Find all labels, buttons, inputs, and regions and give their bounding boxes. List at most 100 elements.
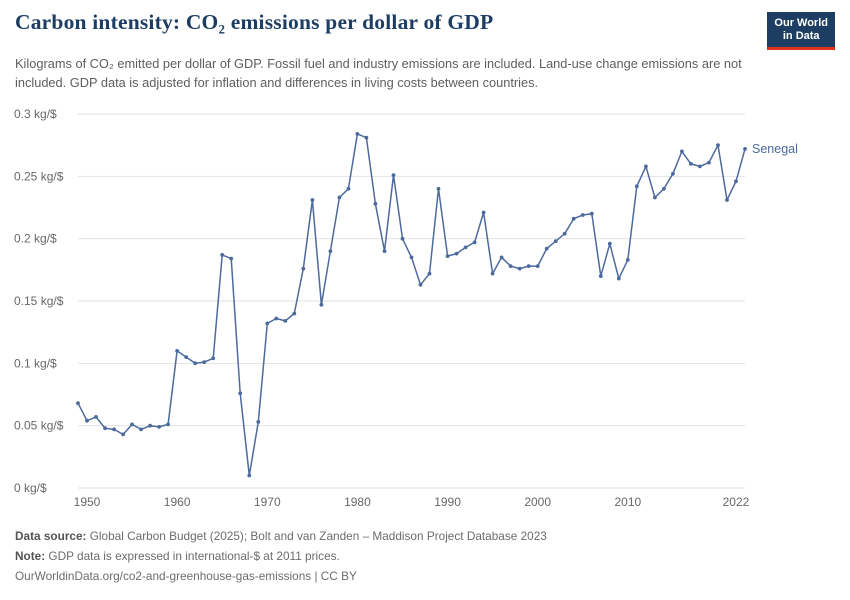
data-point[interactable] bbox=[481, 210, 486, 215]
data-point[interactable] bbox=[544, 246, 549, 251]
data-point[interactable] bbox=[265, 321, 270, 326]
x-axis-tick-label: 1950 bbox=[74, 495, 101, 509]
data-point[interactable] bbox=[400, 236, 405, 241]
data-point[interactable] bbox=[680, 149, 684, 154]
data-point[interactable] bbox=[616, 276, 621, 281]
data-point[interactable] bbox=[653, 195, 657, 200]
data-point[interactable] bbox=[301, 266, 306, 271]
data-point[interactable] bbox=[76, 401, 80, 406]
series-line[interactable] bbox=[77, 133, 746, 477]
data-point[interactable] bbox=[589, 211, 594, 216]
data-point[interactable] bbox=[337, 195, 342, 200]
data-point[interactable] bbox=[580, 213, 585, 217]
data-point[interactable] bbox=[707, 160, 711, 165]
data-point[interactable] bbox=[517, 266, 522, 271]
data-point[interactable] bbox=[121, 432, 125, 437]
source-text: Global Carbon Budget (2025); Bolt and va… bbox=[86, 529, 547, 543]
data-point[interactable] bbox=[598, 274, 603, 278]
data-point[interactable] bbox=[175, 349, 180, 353]
data-point[interactable] bbox=[130, 422, 135, 427]
data-point[interactable] bbox=[229, 256, 234, 261]
data-point[interactable] bbox=[562, 231, 567, 236]
data-point[interactable] bbox=[743, 147, 747, 151]
data-point[interactable] bbox=[328, 249, 333, 254]
data-point[interactable] bbox=[671, 171, 675, 176]
note-text: GDP data is expressed in international-$… bbox=[45, 549, 340, 564]
data-point[interactable] bbox=[716, 143, 720, 148]
data-point[interactable] bbox=[202, 360, 207, 364]
data-point[interactable] bbox=[193, 361, 198, 366]
data-point[interactable] bbox=[238, 391, 243, 396]
data-point[interactable] bbox=[310, 198, 315, 202]
data-point[interactable] bbox=[283, 319, 288, 323]
data-point[interactable] bbox=[553, 239, 558, 244]
data-point[interactable] bbox=[418, 282, 423, 287]
chart-svg: 0 kg/$ 0.05 kg/$ 0.1 kg/$ 0.15 kg/$ 0.2 kg/$… bbox=[14, 107, 798, 509]
data-point[interactable] bbox=[427, 271, 432, 276]
data-point[interactable] bbox=[490, 271, 495, 276]
data-point[interactable] bbox=[463, 245, 468, 250]
data-point[interactable] bbox=[409, 255, 414, 260]
note-label: Note: bbox=[15, 549, 46, 564]
footer-source-line: Data source: Global Carbon Budget (2025)… bbox=[15, 526, 547, 546]
chart-subtitle: Kilograms of CO₂ emitted per dollar of G… bbox=[15, 56, 742, 91]
data-point[interactable] bbox=[526, 264, 531, 268]
data-point[interactable] bbox=[689, 162, 693, 166]
data-point[interactable] bbox=[85, 418, 89, 423]
data-point[interactable] bbox=[292, 311, 297, 316]
page-title: Carbon intensity: CO₂ emissions per doll… bbox=[15, 10, 494, 34]
data-point[interactable] bbox=[725, 198, 729, 202]
y-axis-tick-label: 0.05 kg/$ bbox=[14, 419, 64, 433]
data-point[interactable] bbox=[607, 241, 612, 246]
x-axis-tick-label: 1980 bbox=[344, 495, 371, 509]
data-point[interactable] bbox=[364, 135, 369, 140]
x-axis-tick-label: 2022 bbox=[723, 495, 750, 509]
data-point[interactable] bbox=[499, 255, 504, 260]
data-point[interactable] bbox=[157, 425, 162, 429]
y-axis-tick-label: 0.1 kg/$ bbox=[14, 356, 57, 370]
data-point[interactable] bbox=[103, 426, 107, 431]
y-axis-tick-label: 0.2 kg/$ bbox=[14, 232, 57, 246]
data-point[interactable] bbox=[571, 216, 576, 221]
data-point[interactable] bbox=[139, 427, 144, 432]
x-axis-tick-label: 1960 bbox=[164, 495, 191, 509]
data-point[interactable] bbox=[535, 264, 540, 268]
data-point[interactable] bbox=[373, 201, 378, 206]
data-point[interactable] bbox=[634, 184, 639, 189]
y-axis-tick-label: 0.15 kg/$ bbox=[14, 294, 64, 308]
data-point[interactable] bbox=[436, 186, 441, 191]
data-point[interactable] bbox=[319, 302, 324, 307]
x-axis-tick-label: 2010 bbox=[614, 495, 641, 509]
data-point[interactable] bbox=[94, 415, 98, 419]
data-point[interactable] bbox=[454, 251, 459, 256]
data-point[interactable] bbox=[472, 240, 477, 245]
data-point[interactable] bbox=[391, 173, 396, 177]
data-point[interactable] bbox=[247, 473, 252, 478]
y-axis-tick-label: 0.3 kg/$ bbox=[14, 107, 57, 121]
series-label[interactable]: Senegal bbox=[752, 142, 798, 156]
data-point[interactable] bbox=[184, 355, 189, 359]
data-point[interactable] bbox=[112, 427, 116, 432]
data-point[interactable] bbox=[662, 186, 666, 191]
data-point[interactable] bbox=[148, 423, 153, 428]
owid-logo: Our World in Data bbox=[767, 12, 835, 51]
data-point[interactable] bbox=[274, 316, 279, 321]
footer-note-line: Note: GDP data is expressed in internati… bbox=[15, 546, 547, 566]
data-point[interactable] bbox=[355, 132, 360, 136]
data-point[interactable] bbox=[166, 422, 171, 427]
data-point[interactable] bbox=[220, 253, 225, 257]
data-point[interactable] bbox=[346, 186, 351, 191]
data-point[interactable] bbox=[625, 258, 630, 262]
data-point[interactable] bbox=[445, 254, 450, 258]
owid-logo-line2: in Data bbox=[782, 30, 820, 43]
data-point[interactable] bbox=[698, 164, 702, 169]
data-point[interactable] bbox=[644, 164, 648, 169]
data-point[interactable] bbox=[508, 264, 513, 268]
data-point[interactable] bbox=[211, 356, 216, 361]
chart-footer: Data source: Global Carbon Budget (2025)… bbox=[15, 526, 547, 586]
data-point[interactable] bbox=[382, 249, 387, 254]
owid-logo-line1: Our World bbox=[774, 17, 828, 29]
data-point[interactable] bbox=[734, 179, 738, 184]
data-point[interactable] bbox=[256, 420, 261, 424]
